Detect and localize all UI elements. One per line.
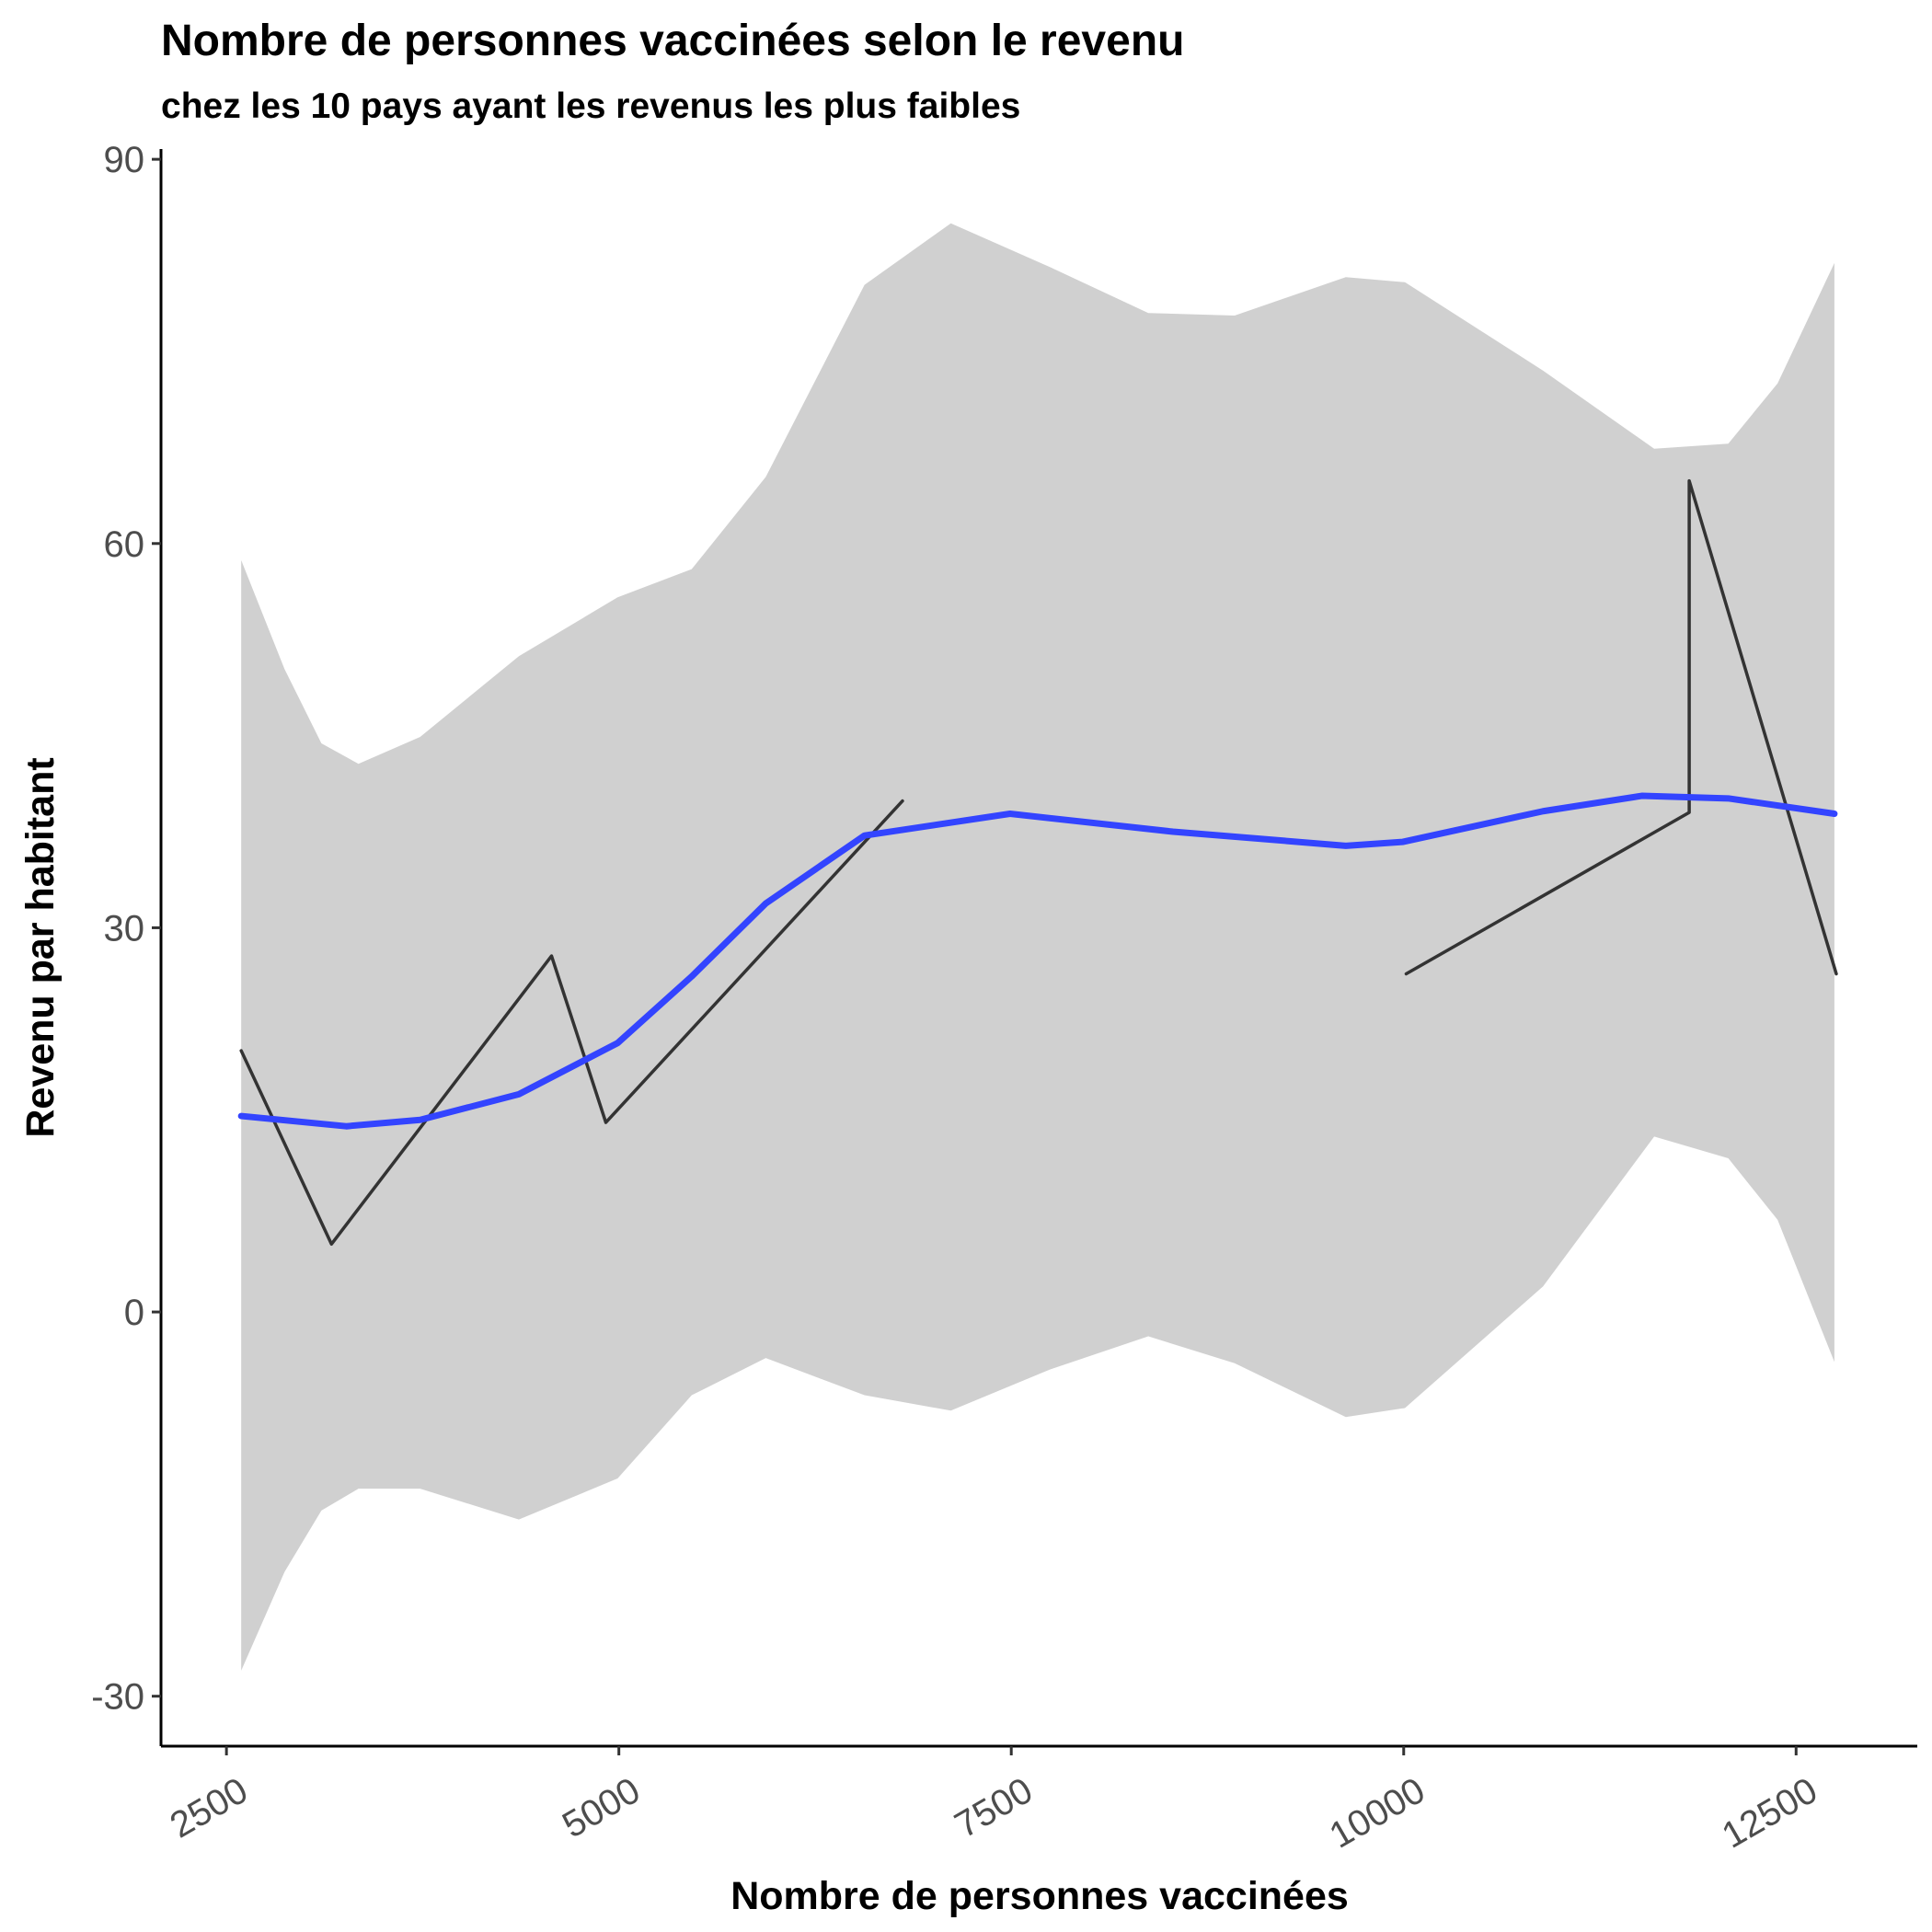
y-tick-label: 0 <box>124 1293 144 1333</box>
chart-title: Nombre de personnes vaccinées selon le r… <box>161 17 1184 65</box>
line <box>1404 478 1838 976</box>
x-axis-title: Nombre de personnes vaccinées <box>730 1874 1349 1918</box>
y-tick-label: 90 <box>104 140 145 180</box>
y-axis-title: Revenu par habitant <box>18 757 63 1137</box>
y-tick-label: -30 <box>91 1677 144 1718</box>
line <box>237 792 1838 1130</box>
confidence-band <box>241 223 1834 1671</box>
chart-subtitle: chez les 10 pays ayant les revenus les p… <box>161 86 1020 126</box>
line <box>239 799 904 1247</box>
y-tick-label: 60 <box>104 524 145 565</box>
y-tick-label: 30 <box>104 908 145 949</box>
